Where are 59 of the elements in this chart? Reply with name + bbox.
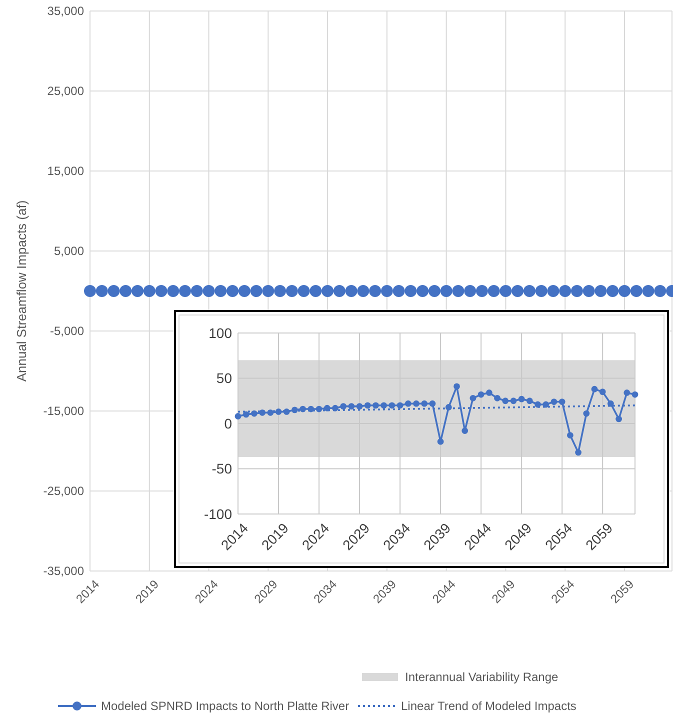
- point: [624, 390, 630, 396]
- point: [462, 428, 468, 434]
- y-tick-label: -25,000: [43, 484, 84, 498]
- y-tick-label: -35,000: [43, 564, 84, 578]
- point: [454, 383, 460, 390]
- point: [380, 402, 388, 409]
- point: [300, 406, 306, 412]
- point: [486, 390, 492, 396]
- y-tick-label: -100: [204, 506, 232, 522]
- point: [234, 413, 242, 420]
- point: [542, 401, 550, 408]
- point: [566, 432, 574, 438]
- point: [518, 396, 525, 402]
- point: [583, 410, 590, 417]
- legend-label: Modeled SPNRD Impacts to North Platte River: [101, 699, 350, 713]
- point: [364, 402, 371, 409]
- y-tick-label: -5,000: [50, 324, 84, 338]
- point: [356, 403, 363, 410]
- point: [510, 398, 517, 404]
- point: [437, 438, 444, 445]
- point: [372, 402, 379, 409]
- y-tick-label: 25,000: [47, 84, 84, 98]
- y-tick-label: -50: [212, 460, 232, 477]
- y-tick-label: 15,000: [47, 164, 84, 178]
- point: [421, 400, 428, 407]
- point: [340, 403, 347, 410]
- legend-label: Linear Trend of Modeled Impacts: [401, 699, 576, 713]
- legend-label: Interannual Variability Range: [405, 670, 559, 684]
- point: [632, 391, 638, 398]
- point: [502, 398, 509, 404]
- y-tick-label: 50: [216, 370, 232, 386]
- point: [396, 402, 404, 409]
- point: [526, 398, 533, 404]
- y-tick-label: 5,000: [54, 244, 84, 258]
- y-axis-title: Annual Streamflow Impacts (af): [14, 200, 29, 382]
- point: [292, 406, 298, 414]
- point: [388, 402, 396, 409]
- point: [478, 391, 484, 398]
- point: [607, 400, 614, 407]
- point: [534, 401, 541, 408]
- point: [599, 388, 606, 396]
- point: [591, 386, 598, 392]
- point: [332, 404, 338, 412]
- y-tick-label: 0: [224, 415, 232, 432]
- point: [242, 411, 250, 418]
- point: [324, 404, 330, 412]
- point: [470, 394, 476, 402]
- point: [575, 449, 582, 456]
- point: [404, 400, 412, 407]
- point: [494, 394, 500, 402]
- y-tick-label: -15,000: [43, 404, 84, 418]
- point: [413, 400, 420, 407]
- point: [616, 416, 622, 422]
- point: [550, 398, 558, 405]
- point: [348, 403, 355, 410]
- y-tick-label: 100: [208, 324, 232, 341]
- y-tick-label: 35,000: [47, 4, 84, 18]
- point: [429, 400, 436, 407]
- point: [558, 398, 566, 405]
